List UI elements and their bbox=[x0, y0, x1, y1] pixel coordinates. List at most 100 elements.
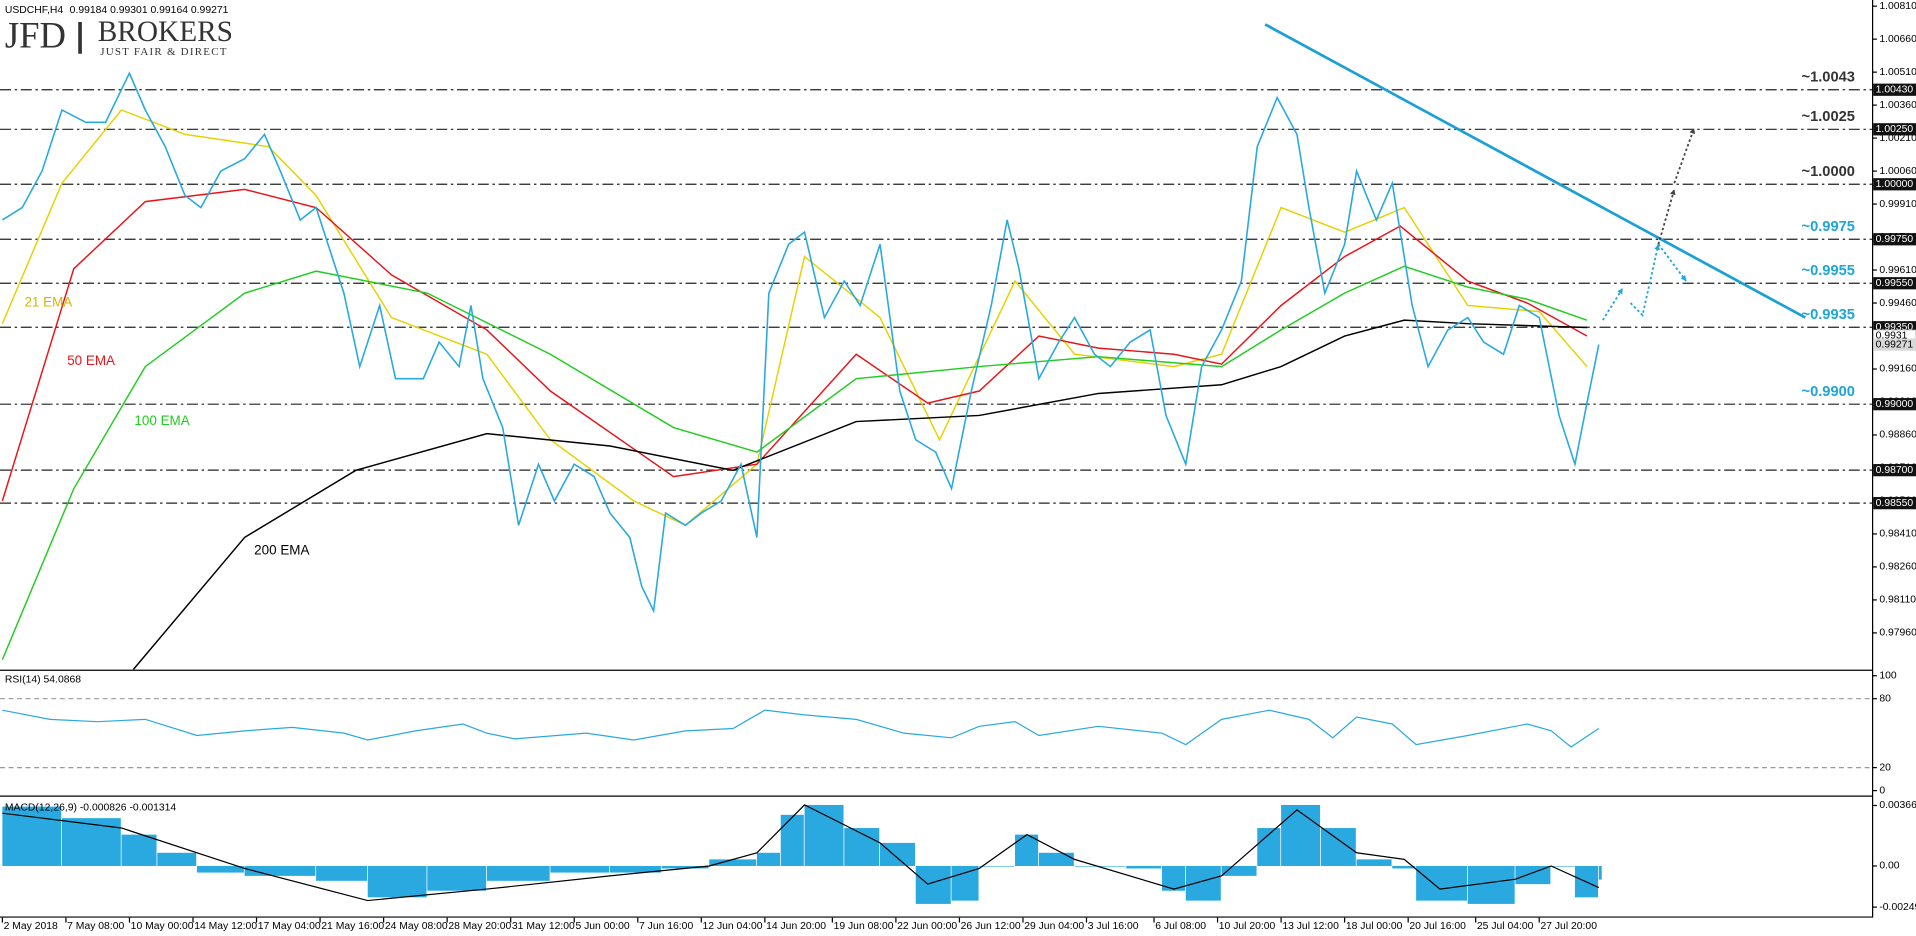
y-tick-label: 1.00810 bbox=[1879, 1, 1916, 12]
logo-tagline: JUST FAIR & DIRECT bbox=[100, 46, 227, 58]
macd-bar bbox=[1015, 834, 1039, 866]
arrow-head bbox=[1617, 288, 1623, 295]
axis-price-box bbox=[1873, 178, 1916, 191]
macd-bar bbox=[661, 865, 709, 869]
x-tick-label: 28 May 20:00 bbox=[448, 921, 511, 932]
macd-bar bbox=[915, 865, 951, 904]
x-tick-label: 6 Jul 08:00 bbox=[1155, 921, 1206, 932]
y-tick-label: 80 bbox=[1879, 693, 1891, 704]
close: 0.99271 bbox=[191, 5, 229, 16]
macd-bar bbox=[1161, 865, 1186, 891]
y-tick-label: 1.00360 bbox=[1879, 100, 1916, 111]
logo-name: BROKERS bbox=[98, 16, 233, 48]
axis-price-label: 0.99350 bbox=[1876, 322, 1914, 333]
macd-bar bbox=[61, 818, 121, 866]
macd-bar bbox=[1598, 865, 1602, 880]
x-tick-label: 27 Jul 20:00 bbox=[1540, 921, 1597, 932]
macd-bar bbox=[1320, 828, 1356, 866]
ema-label: 100 EMA bbox=[134, 413, 189, 428]
x-tick-label: 26 Jun 12:00 bbox=[961, 921, 1021, 932]
x-tick-label: 17 May 04:00 bbox=[258, 921, 321, 932]
y-tick-label: 0 bbox=[1879, 785, 1885, 796]
x-tick-label: 2 May 2018 bbox=[4, 921, 58, 932]
level-label: ~1.0000 bbox=[1802, 164, 1855, 180]
macd-bar bbox=[550, 865, 610, 873]
macd-bar bbox=[1038, 852, 1074, 866]
y-tick-label: 1.00510 bbox=[1879, 67, 1916, 78]
macd-bar bbox=[609, 865, 661, 873]
arrow-head bbox=[1680, 274, 1687, 282]
x-tick-label: 24 May 08:00 bbox=[385, 921, 448, 932]
x-tick-label: 31 May 12:00 bbox=[512, 921, 575, 932]
axis-price-box bbox=[1873, 83, 1916, 96]
axis-price-label: 0.98550 bbox=[1876, 498, 1914, 509]
y-tick-label: 100 bbox=[1879, 670, 1897, 681]
symbol: USDCHF,H4 bbox=[5, 5, 63, 16]
x-tick-label: 18 Jul 00:00 bbox=[1346, 921, 1403, 932]
level-label: ~0.9975 bbox=[1802, 219, 1855, 235]
macd-header: MACD(12,26,9) -0.000826 -0.001314 bbox=[5, 802, 177, 813]
macd-bar bbox=[1356, 859, 1392, 866]
y-tick-label: 0.99610 bbox=[1879, 265, 1916, 276]
ema-line bbox=[132, 319, 1587, 670]
y-tick-label: 0.99460 bbox=[1879, 298, 1916, 309]
macd-bar bbox=[2, 806, 62, 866]
axis-price-label: 0.99750 bbox=[1876, 234, 1914, 245]
arrow-head bbox=[1669, 189, 1676, 196]
macd-title: MACD(12,26,9) bbox=[5, 802, 77, 813]
ema-label: 21 EMA bbox=[24, 295, 72, 310]
ema-price-label: 0.9931 bbox=[1876, 331, 1908, 342]
y-tick-label: 0.00 bbox=[1879, 861, 1899, 872]
axis-price-box bbox=[1873, 497, 1916, 510]
level-label: ~0.9900 bbox=[1802, 384, 1855, 400]
y-tick-label: 1.00660 bbox=[1879, 34, 1916, 45]
axis-price-box bbox=[1873, 398, 1916, 411]
axis-price-label: 1.00000 bbox=[1876, 179, 1914, 190]
x-tick-label: 3 Jul 16:00 bbox=[1088, 921, 1139, 932]
macd-bar bbox=[880, 842, 916, 866]
macd-bar bbox=[1074, 865, 1126, 867]
rsi-line bbox=[2, 709, 1600, 748]
axis-price-box bbox=[1873, 123, 1916, 136]
x-tick-label: 14 May 12:00 bbox=[194, 921, 257, 932]
macd-reading: -0.000826 bbox=[80, 802, 127, 813]
axis-price-label: 0.99550 bbox=[1876, 278, 1914, 289]
rsi-header: RSI(14) 54.0868 bbox=[5, 674, 81, 685]
y-tick-label: 0.98860 bbox=[1879, 430, 1916, 441]
level-label: ~1.0043 bbox=[1802, 69, 1855, 85]
axis-price-label: 0.98700 bbox=[1876, 465, 1914, 476]
x-tick-label: 20 Jul 16:00 bbox=[1409, 921, 1466, 932]
macd-bar bbox=[1126, 865, 1162, 869]
ema-label: 50 EMA bbox=[67, 353, 115, 368]
price-line bbox=[1, 71, 1600, 614]
chart-header: USDCHF,H4 0.99184 0.99301 0.99164 0.9927… bbox=[5, 5, 229, 16]
arrow-head bbox=[1689, 128, 1696, 135]
signal-line bbox=[2, 804, 1600, 902]
x-tick-label: 5 Jun 00:00 bbox=[575, 921, 629, 932]
macd-bar bbox=[427, 865, 487, 891]
y-tick-label: 1.00060 bbox=[1879, 166, 1916, 177]
macd-bar bbox=[157, 852, 197, 866]
y-tick-label: 0.98260 bbox=[1879, 562, 1916, 573]
macd-bar bbox=[979, 865, 1015, 867]
y-tick-label: 0.99910 bbox=[1879, 199, 1916, 210]
macd-bar bbox=[709, 859, 757, 866]
rsi-title: RSI(14) bbox=[5, 674, 41, 685]
macd-bar bbox=[196, 865, 244, 873]
rsi-reading: 54.0868 bbox=[44, 674, 82, 685]
level-label: ~0.9935 bbox=[1802, 307, 1855, 323]
axis-price-box bbox=[1873, 464, 1916, 477]
x-tick-label: 10 Jul 20:00 bbox=[1219, 921, 1276, 932]
macd-bar bbox=[1416, 865, 1468, 901]
ema-label: 200 EMA bbox=[254, 543, 309, 558]
macd-bar bbox=[244, 865, 316, 876]
macd-bar bbox=[780, 814, 804, 866]
macd-bar bbox=[486, 865, 550, 881]
ema-line bbox=[1, 265, 1588, 661]
y-tick-label: 0.99160 bbox=[1879, 364, 1916, 375]
x-tick-label: 21 May 16:00 bbox=[321, 921, 384, 932]
macd-bar bbox=[367, 865, 427, 898]
level-label: ~1.0025 bbox=[1802, 109, 1855, 125]
x-tick-label: 10 May 00:00 bbox=[131, 921, 194, 932]
x-tick-label: 22 Jun 00:00 bbox=[897, 921, 957, 932]
